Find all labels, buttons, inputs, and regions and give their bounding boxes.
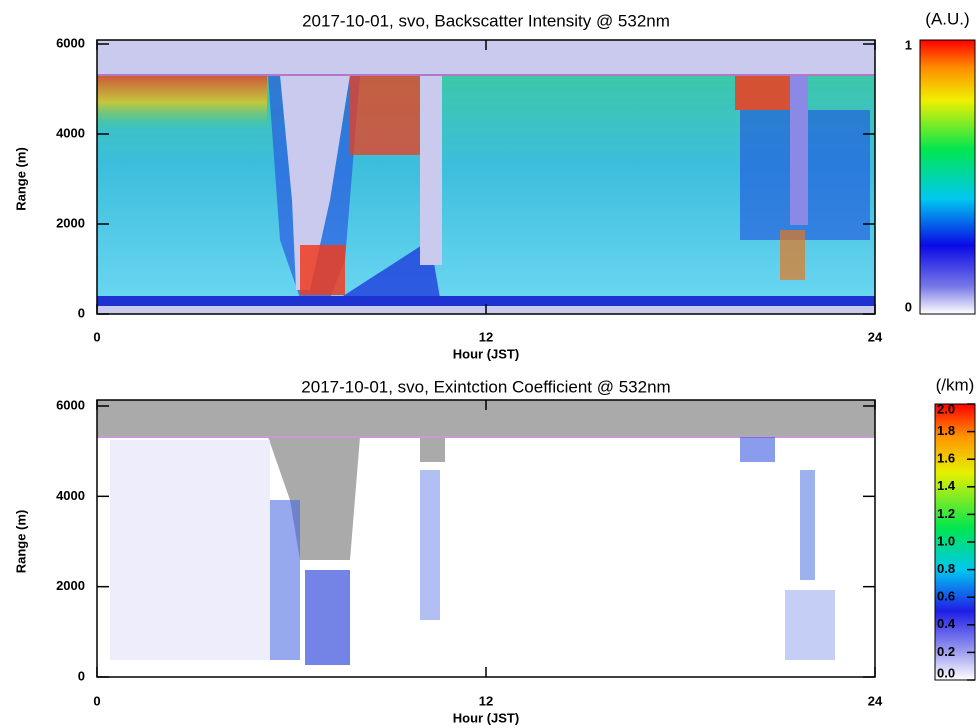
- y-tick-label: 6000: [56, 397, 85, 412]
- colorbar-tick-label: 0: [905, 299, 912, 314]
- y-tick-label: 2000: [56, 578, 85, 593]
- colorbar-tick-label: 1.6: [937, 451, 955, 466]
- heatmap-image: [97, 40, 875, 314]
- y-tick-label: 2000: [56, 215, 85, 230]
- y-tick-label: 0: [78, 668, 85, 683]
- heatmap-image: [97, 400, 875, 678]
- y-axis-label: Range (m): [13, 510, 28, 574]
- colorbar-tick-label: 0.2: [937, 644, 955, 659]
- colorbar-tick-label: 1.8: [937, 423, 955, 438]
- y-tick-label: 4000: [56, 125, 85, 140]
- y-tick-label: 4000: [56, 488, 85, 503]
- colorbar-tick-label: 1: [905, 37, 912, 52]
- colorbar-tick-label: 1.4: [937, 478, 956, 493]
- colorbar-tick-label: 1.2: [937, 506, 955, 521]
- colorbar: [919, 39, 976, 315]
- chart-title: 2017-10-01, svo, Exintction Coefficient …: [301, 377, 670, 396]
- colorbar-tick-label: 0.0: [937, 665, 955, 680]
- colorbar-tick-label: 0.4: [937, 616, 956, 631]
- x-axis-label: Hour (JST): [453, 346, 519, 361]
- chart-title: 2017-10-01, svo, Backscatter Intensity @…: [302, 11, 670, 30]
- x-tick-label: 12: [479, 329, 493, 344]
- x-tick-label: 0: [93, 329, 100, 344]
- colorbar-tick-label: 0.8: [937, 561, 955, 576]
- colorbar-tick-label: 0.6: [937, 589, 955, 604]
- colorbar-label: (/km): [936, 375, 975, 394]
- y-tick-label: 0: [78, 305, 85, 320]
- x-tick-label: 12: [479, 693, 493, 708]
- y-axis-label: Range (m): [13, 147, 28, 211]
- colorbar-tick-label: 1.0: [937, 533, 955, 548]
- x-tick-label: 24: [868, 693, 883, 708]
- colorbar-tick-label: 2.0: [937, 401, 955, 416]
- y-tick-label: 6000: [56, 35, 85, 50]
- x-tick-label: 0: [93, 693, 100, 708]
- x-axis-label: Hour (JST): [453, 710, 519, 725]
- x-tick-label: 24: [868, 329, 883, 344]
- colorbar-label: (A.U.): [925, 9, 969, 28]
